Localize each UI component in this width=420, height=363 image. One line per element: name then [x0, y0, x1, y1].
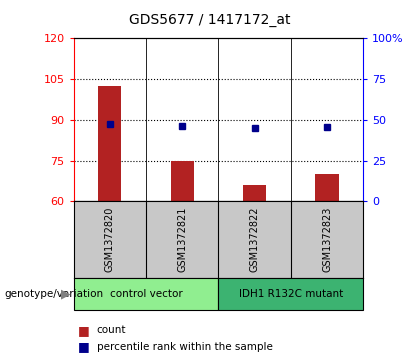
Text: IDH1 R132C mutant: IDH1 R132C mutant	[239, 289, 343, 299]
Text: genotype/variation: genotype/variation	[4, 289, 103, 299]
Text: GDS5677 / 1417172_at: GDS5677 / 1417172_at	[129, 13, 291, 27]
FancyBboxPatch shape	[218, 278, 363, 310]
Bar	[171, 160, 194, 201]
Text: ▶: ▶	[61, 287, 71, 301]
Bar	[315, 174, 339, 201]
Text: ■: ■	[78, 324, 89, 337]
Text: ■: ■	[78, 340, 89, 353]
Text: GSM1372822: GSM1372822	[249, 207, 260, 272]
Text: control vector: control vector	[110, 289, 182, 299]
Bar	[98, 86, 121, 201]
Text: GSM1372823: GSM1372823	[322, 207, 332, 272]
Text: percentile rank within the sample: percentile rank within the sample	[97, 342, 273, 352]
Bar	[243, 185, 266, 201]
FancyBboxPatch shape	[74, 278, 218, 310]
Text: GSM1372821: GSM1372821	[177, 207, 187, 272]
Text: count: count	[97, 325, 126, 335]
Text: GSM1372820: GSM1372820	[105, 207, 115, 272]
